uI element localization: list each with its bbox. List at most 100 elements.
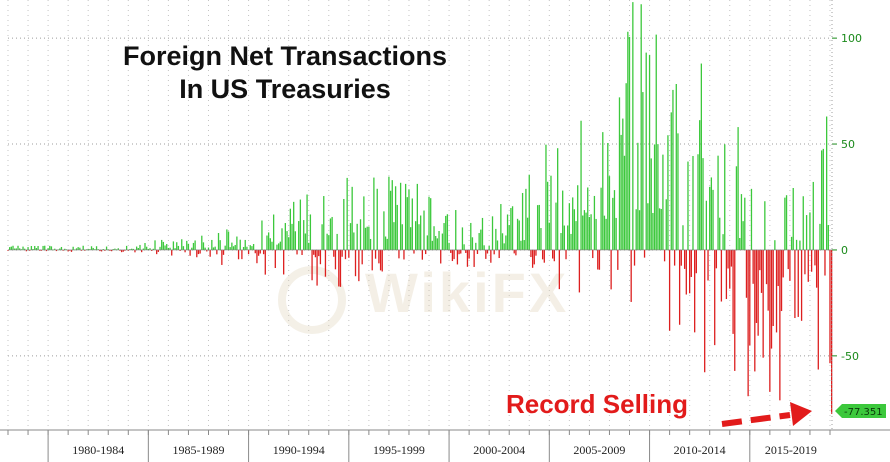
bar (110, 249, 113, 252)
bar (648, 54, 651, 250)
bar (286, 231, 288, 250)
bar (608, 176, 611, 250)
bar (739, 238, 741, 250)
bar (535, 249, 537, 256)
bar (473, 249, 475, 267)
bar (344, 249, 347, 260)
bar (710, 177, 713, 250)
bar (224, 245, 226, 250)
bar (29, 249, 31, 251)
bar (446, 214, 449, 250)
bar (264, 249, 266, 275)
bar (443, 223, 445, 250)
bar (623, 155, 626, 250)
bar (276, 244, 278, 250)
bar (384, 236, 387, 250)
bar (732, 249, 734, 334)
bar (426, 235, 428, 250)
bar (222, 249, 225, 255)
bar (221, 249, 223, 265)
bar (722, 234, 724, 250)
bar (425, 249, 427, 255)
bar (526, 217, 529, 250)
bar (374, 249, 377, 259)
bar (831, 249, 833, 414)
bar (602, 132, 604, 250)
bar (311, 249, 313, 281)
bar (161, 239, 163, 250)
bar (294, 231, 297, 250)
bar (379, 249, 382, 271)
bar (231, 242, 233, 250)
bar (647, 203, 649, 250)
y-tick-label: 0 (841, 244, 848, 257)
bar (760, 249, 763, 293)
bar (714, 249, 716, 346)
bar (209, 249, 211, 257)
bar (752, 249, 754, 284)
bar (229, 247, 231, 250)
bar (55, 249, 58, 252)
bar (64, 248, 66, 250)
bar (670, 112, 672, 250)
bar (95, 246, 98, 250)
bar (303, 220, 305, 250)
bar (284, 223, 286, 250)
bar (124, 249, 126, 251)
last-value-badge: -77.351 (835, 404, 886, 418)
bar (660, 208, 662, 250)
bar (650, 158, 652, 250)
bar (172, 241, 175, 250)
bar (540, 228, 542, 250)
bar (70, 249, 73, 252)
last-value-badge-shape (835, 404, 886, 418)
bar (348, 249, 350, 258)
bar (104, 249, 106, 251)
bar (313, 249, 315, 255)
watermark: WikiFX (278, 261, 566, 334)
bar (471, 237, 474, 250)
bar (780, 249, 783, 312)
bar (794, 249, 796, 319)
x-axis: 1980-1984 1985-1989 1990-1994 1995-1999 2000… (0, 429, 890, 462)
bar (349, 223, 352, 250)
bar (585, 212, 587, 250)
bar (632, 2, 634, 250)
bar (750, 188, 753, 250)
bar (174, 248, 176, 250)
bar (483, 245, 485, 250)
bar (288, 237, 290, 250)
bar (672, 89, 674, 250)
bar (541, 249, 544, 260)
bar (772, 249, 774, 327)
chart-title: Foreign Net Transactions In US Treasurie… (123, 41, 447, 104)
bar (409, 227, 412, 250)
bar (87, 248, 89, 250)
bar (77, 247, 79, 250)
bar (393, 222, 395, 250)
bar (234, 244, 236, 250)
bar (176, 242, 178, 250)
bar (346, 177, 348, 250)
bar (587, 187, 589, 250)
bar (69, 249, 71, 251)
bar (219, 240, 221, 250)
bar (625, 83, 627, 250)
bar (321, 224, 323, 250)
bar (453, 249, 455, 260)
bar (12, 245, 14, 250)
bar (652, 212, 654, 250)
bar (186, 240, 188, 250)
bar (521, 192, 524, 250)
bar (246, 246, 248, 250)
x-tick-label: 1980-1984 (72, 443, 124, 457)
bar (201, 235, 203, 250)
bar (182, 246, 185, 250)
bar (553, 249, 555, 262)
bar (416, 183, 418, 250)
bar (441, 233, 444, 250)
bar (785, 195, 788, 250)
bar (283, 249, 285, 275)
bar (7, 249, 9, 251)
bar (565, 249, 567, 260)
